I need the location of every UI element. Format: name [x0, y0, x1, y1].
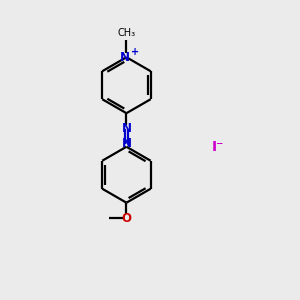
Text: +: + [130, 47, 139, 57]
Text: N: N [122, 137, 131, 150]
Text: N: N [122, 122, 131, 135]
Text: O: O [122, 212, 131, 224]
Text: I⁻: I⁻ [212, 140, 224, 154]
Text: N: N [120, 51, 130, 64]
Text: CH₃: CH₃ [117, 28, 136, 38]
